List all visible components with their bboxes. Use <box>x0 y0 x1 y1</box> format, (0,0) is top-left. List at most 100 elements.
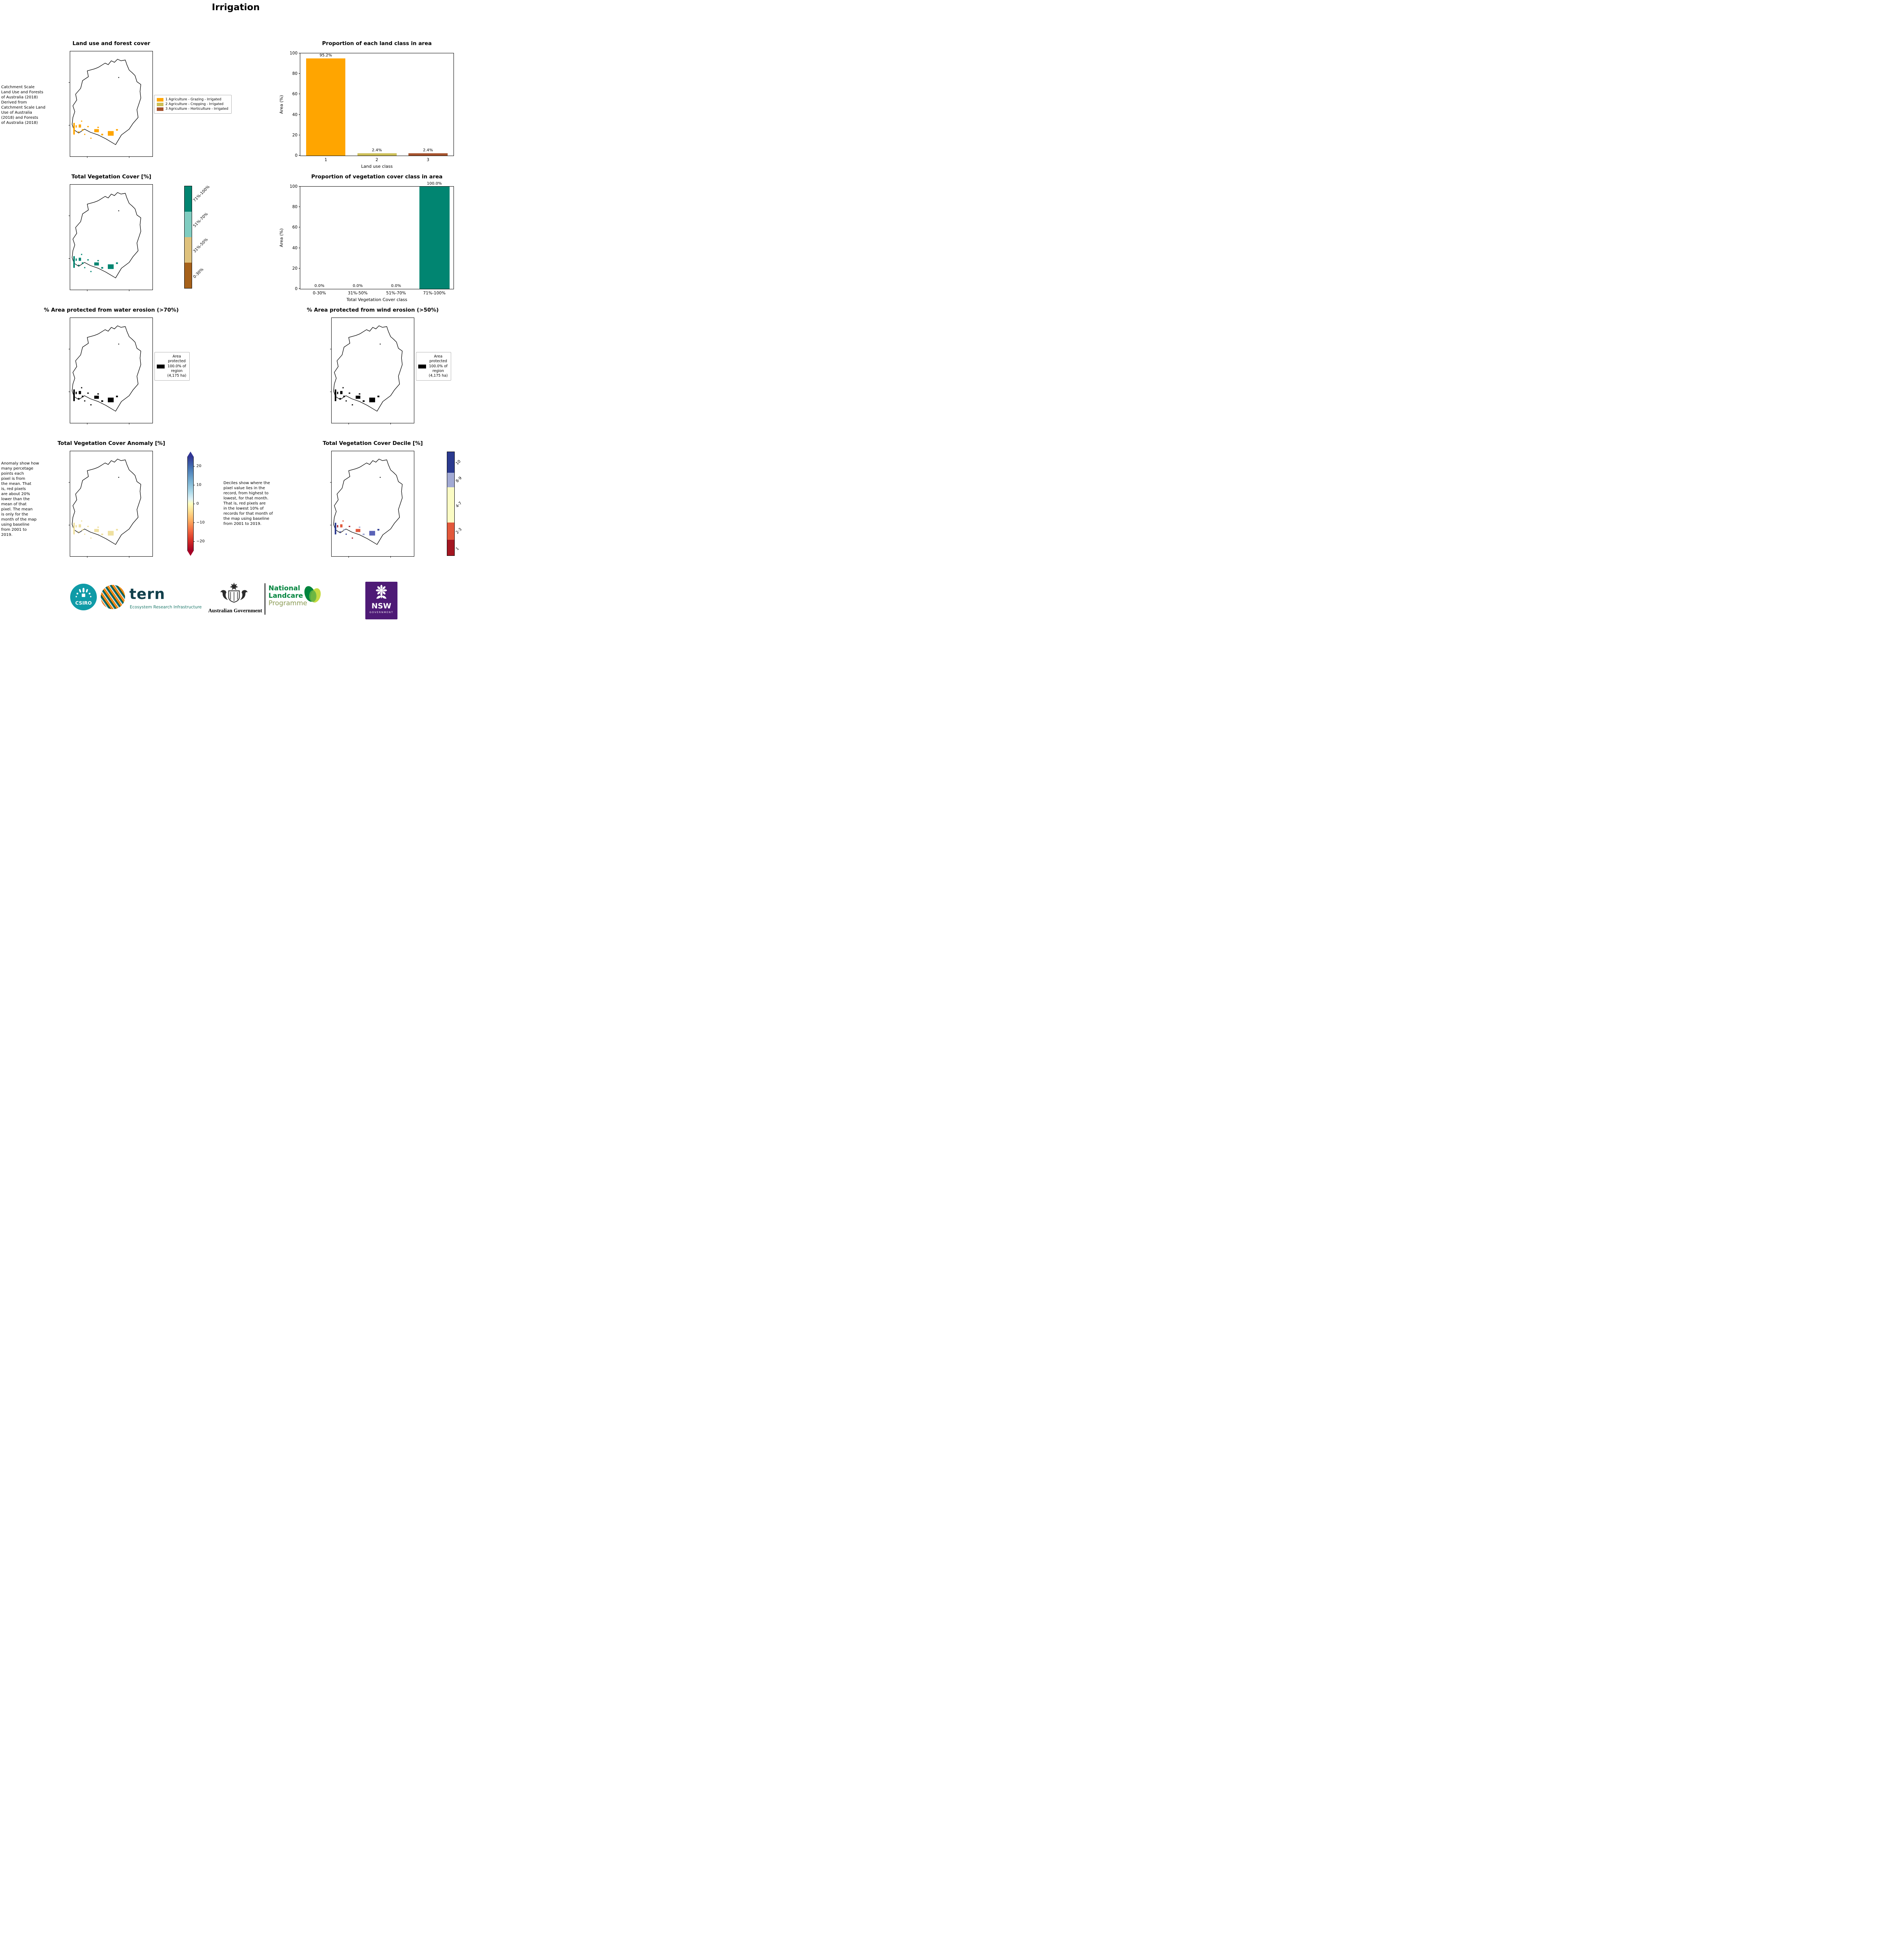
anomaly-colorbar-gradient: 20 10 0 −10 −20 <box>187 457 205 551</box>
y-axis-tick-label: 0 <box>295 287 298 291</box>
map-patch <box>94 396 99 399</box>
map-patch <box>108 264 114 269</box>
map-patch <box>343 396 345 397</box>
decile-map-title: Total Vegetation Cover Decile [%] <box>323 440 423 446</box>
colorbar-segment: 8-9 <box>447 472 463 487</box>
colorbar-segment: 71%-100% <box>185 185 210 212</box>
map-patch <box>97 393 99 395</box>
map-patch <box>108 397 114 403</box>
map-patch <box>116 129 118 131</box>
map-patch <box>356 529 361 532</box>
map-patch <box>73 523 75 535</box>
map-patch <box>90 404 92 406</box>
y-axis-label-text: Area (%) <box>279 228 284 247</box>
map-patch <box>352 404 353 406</box>
map-patch <box>108 531 114 536</box>
catchment-boundary <box>72 459 141 545</box>
map-patch <box>337 392 338 394</box>
y-axis-label: Area (%) <box>278 53 285 156</box>
colorbar-label: 1 <box>455 546 460 552</box>
nlp-line1: National <box>269 584 300 592</box>
y-axis-tick-label: 80 <box>292 205 298 210</box>
y-axis-tick-label: 40 <box>292 245 298 250</box>
map-patch <box>81 254 82 255</box>
bar-value-label: 0.0% <box>352 284 363 288</box>
veg-class-chart-title: Proportion of vegetation cover class in … <box>311 174 443 180</box>
colorbar-label: 51%-70% <box>192 212 209 228</box>
catchment-boundary <box>72 59 141 145</box>
catchment-boundary <box>72 192 141 278</box>
land-use-map-title: Land use and forest cover <box>72 40 151 47</box>
map-patch <box>75 392 77 394</box>
anomaly-map <box>69 451 153 558</box>
map-patch <box>334 389 336 401</box>
legend-swatch <box>157 102 163 106</box>
wind-erosion-legend: Area protected 100.0% of region (4,175 h… <box>416 352 451 381</box>
x-axis-label: Total Vegetation Cover class <box>346 297 407 302</box>
map-patch <box>94 129 99 132</box>
map-patch <box>87 259 89 261</box>
map-patch <box>73 123 75 135</box>
legend-label: 2 Agriculture - Cropping - Irrigated <box>165 102 224 106</box>
map-patch <box>342 387 344 388</box>
map-patch <box>97 260 99 261</box>
colorbar-label: 71%-100% <box>192 184 211 203</box>
map-patch <box>356 396 361 399</box>
colorbar-label: 0-30% <box>192 267 205 279</box>
map-patch <box>101 400 103 402</box>
decile-map <box>330 451 414 558</box>
map-patch <box>78 258 81 261</box>
y-axis-tick-label: 20 <box>292 266 298 271</box>
catchment-boundary <box>72 325 141 412</box>
map-patch <box>82 129 83 131</box>
map-patch <box>101 534 103 535</box>
legend-swatch <box>157 98 163 102</box>
bar-value-label: 0.0% <box>314 284 325 288</box>
catchment-boundary <box>333 459 403 545</box>
map-patch <box>101 267 103 269</box>
colorbar-tick <box>193 541 195 542</box>
map-patch <box>345 534 347 535</box>
map-patch <box>337 525 338 528</box>
legend-item: 2 Agriculture - Cropping - Irrigated <box>157 102 229 106</box>
map-patch <box>94 529 99 532</box>
map-patch <box>348 526 350 527</box>
map-patch <box>369 397 375 403</box>
colorbar-segment: 51%-70% <box>185 212 209 237</box>
map-patch <box>116 262 118 264</box>
map-island-dot <box>379 343 381 345</box>
bar-1 <box>306 58 346 156</box>
land-class-chart-title: Proportion of each land class in area <box>322 40 432 47</box>
catchment-boundary <box>333 325 403 412</box>
map-patch <box>78 524 81 528</box>
map-island-dot <box>118 77 120 78</box>
bar-3 <box>408 153 448 156</box>
map-patch <box>78 398 80 399</box>
veg-cover-colorbar: 71%-100% 51%-70% 31%-50% 0-30% <box>184 185 210 289</box>
csiro-wordmark: CSIRO <box>75 600 92 606</box>
map-patch <box>78 265 80 266</box>
map-patch <box>97 127 99 128</box>
map-patch <box>348 392 350 394</box>
map-patch <box>363 534 365 535</box>
anomaly-colorbar: 20 10 0 −10 −20 <box>187 452 205 556</box>
colorbar-segment: 4-7 <box>447 487 463 523</box>
colorbar-tick-label: 10 <box>196 483 201 487</box>
land-class-bar-chart: 0 20 40 60 80 100 95.2% 1 2.4% 2 2.4% 3 Land use cla… <box>279 51 454 169</box>
x-axis-tick-label: 2 <box>376 158 378 162</box>
anomaly-note: Anomaly show how many percetage points e… <box>1 461 39 537</box>
map-patch <box>73 256 75 268</box>
veg-class-bar-chart: 0 20 40 60 80 100 0.0% 0-30% 0.0% 31%-50% 0.0% 51%-… <box>279 181 454 302</box>
map-patch <box>359 393 361 395</box>
water-erosion-map <box>69 318 153 425</box>
decile-note: Deciles show where the pixel value lies … <box>223 481 273 526</box>
x-axis-label: Land use class <box>361 164 393 169</box>
y-axis-tick-label: 60 <box>292 92 298 97</box>
map-island-dot <box>118 343 120 345</box>
page-title: Irrigation <box>212 2 260 13</box>
bar-value-label: 95.2% <box>319 53 332 58</box>
map-patch <box>377 396 379 397</box>
anomaly-map-title: Total Vegetation Cover Anomaly [%] <box>57 440 165 446</box>
map-patch <box>84 534 85 535</box>
colorbar-segment: 10 <box>447 452 462 473</box>
